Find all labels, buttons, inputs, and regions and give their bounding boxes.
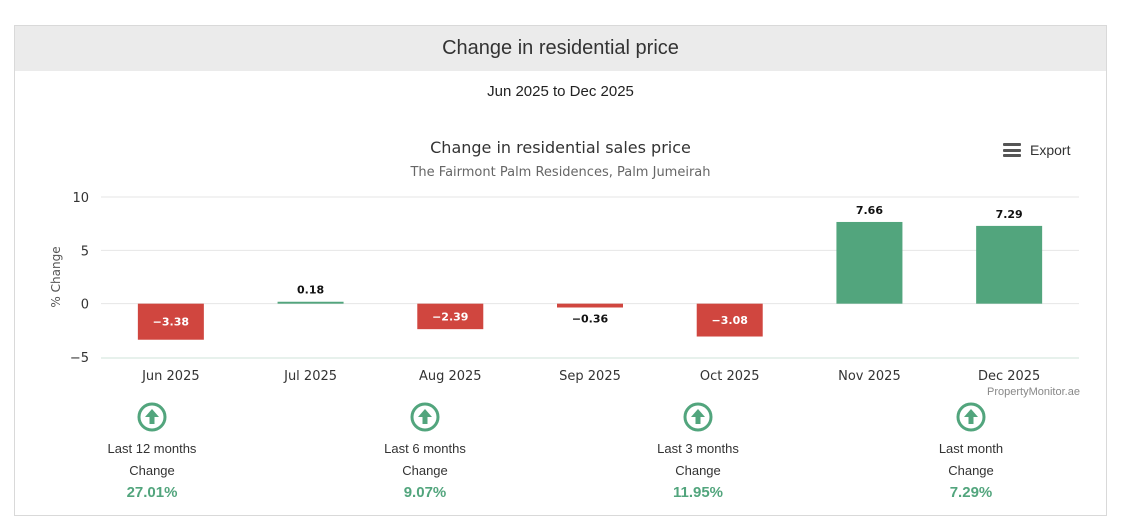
export-label: Export bbox=[1030, 142, 1071, 158]
x-tick-label: Jun 2025 bbox=[141, 369, 200, 384]
chart-subtitle: The Fairmont Palm Residences, Palm Jumei… bbox=[410, 165, 711, 180]
stat-sublabel: Change bbox=[675, 463, 721, 478]
x-tick-label: Aug 2025 bbox=[419, 369, 482, 384]
y-tick-label: −5 bbox=[70, 351, 89, 366]
stat-label: Last month bbox=[938, 441, 1004, 456]
y-tick-label: 10 bbox=[72, 191, 89, 206]
chart-title: Change in residential sales price bbox=[430, 138, 691, 157]
stat-item: Last month Change 7.29% bbox=[901, 402, 1041, 504]
price-change-card: Change in residential price Jun 2025 to … bbox=[14, 25, 1107, 516]
stat-sublabel: Change bbox=[948, 463, 994, 478]
x-tick-label: Jul 2025 bbox=[283, 369, 337, 384]
data-label: 7.29 bbox=[996, 208, 1023, 221]
x-tick-label: Nov 2025 bbox=[838, 369, 901, 384]
card-title: Change in residential price bbox=[442, 37, 679, 59]
bar-chart: 10 5 0 −5 % Change −3.38 Jun 2025 0.18 Jul 2025 −… bbox=[49, 191, 1079, 384]
stat-sublabel: Change bbox=[402, 463, 448, 478]
stat-item: Last 12 months Change 27.01% bbox=[82, 402, 222, 504]
stat-value: 27.01% bbox=[126, 484, 178, 501]
stat-item: Last 6 months Change 9.07% bbox=[355, 402, 495, 504]
bar bbox=[417, 303, 484, 330]
stat-value: 7.29% bbox=[949, 484, 993, 501]
data-label: −3.38 bbox=[153, 316, 189, 329]
stat-label: Last 6 months bbox=[384, 441, 466, 456]
card-header: Change in residential price bbox=[15, 26, 1106, 71]
period-label: Jun 2025 to Dec 2025 bbox=[487, 83, 634, 100]
x-tick-label: Oct 2025 bbox=[700, 369, 760, 384]
bar bbox=[557, 303, 623, 308]
stat-sublabel: Change bbox=[129, 463, 175, 478]
stat-label: Last 12 months bbox=[107, 441, 197, 456]
arrow-up-circle-icon bbox=[683, 402, 713, 432]
export-button[interactable]: Export bbox=[1003, 142, 1070, 158]
x-tick-label: Dec 2025 bbox=[978, 369, 1040, 384]
bar bbox=[137, 303, 204, 340]
menu-icon bbox=[1003, 143, 1021, 157]
bar bbox=[277, 301, 344, 304]
x-tick-label: Sep 2025 bbox=[559, 369, 621, 384]
stat-label: Last 3 months bbox=[657, 441, 739, 456]
stat-value: 9.07% bbox=[403, 484, 447, 501]
stat-item: Last 3 months Change 11.95% bbox=[628, 402, 768, 504]
data-label: −3.08 bbox=[712, 314, 748, 327]
arrow-up-circle-icon bbox=[137, 402, 167, 432]
stats-row: Last 12 months Change 27.01% Last 6 mont… bbox=[15, 402, 1108, 512]
arrow-up-circle-icon bbox=[956, 402, 986, 432]
chart-credit: PropertyMonitor.ae bbox=[987, 386, 1080, 398]
arrow-up-circle-icon bbox=[410, 402, 440, 432]
data-label: 0.18 bbox=[297, 284, 324, 297]
y-tick-label: 5 bbox=[81, 244, 89, 259]
data-label: 7.66 bbox=[856, 204, 883, 217]
data-label: −0.36 bbox=[572, 313, 609, 326]
y-tick-label: 0 bbox=[81, 298, 89, 313]
bar bbox=[836, 221, 903, 304]
bar bbox=[976, 225, 1043, 304]
stat-value: 11.95% bbox=[672, 484, 724, 501]
y-axis-label: % Change bbox=[49, 246, 63, 307]
data-label: −2.39 bbox=[432, 310, 468, 323]
bar bbox=[696, 303, 763, 337]
